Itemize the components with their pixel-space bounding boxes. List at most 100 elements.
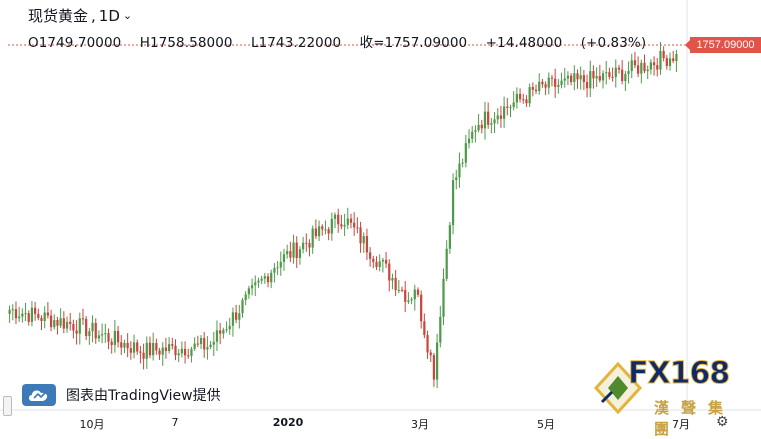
- candle-body: [397, 289, 400, 291]
- candle-body: [643, 62, 646, 72]
- candle-body: [34, 307, 37, 314]
- candle-body: [633, 60, 637, 66]
- candle-body: [270, 272, 273, 283]
- attribution-text[interactable]: 图表由TradingView提供: [66, 388, 221, 404]
- candle-body: [522, 99, 525, 101]
- candle-body: [59, 318, 62, 326]
- candle-body: [145, 342, 148, 359]
- candle-body: [538, 81, 541, 92]
- candle-body: [266, 276, 270, 283]
- candle-body: [353, 222, 356, 228]
- candle-body: [110, 341, 113, 345]
- candle-body: [196, 343, 199, 345]
- candle-body: [420, 294, 423, 322]
- candle-body: [302, 242, 305, 250]
- candle-body: [388, 263, 391, 281]
- candle-body: [544, 84, 547, 88]
- candle-body: [391, 277, 394, 281]
- candle-body: [464, 143, 467, 163]
- candle-body: [49, 315, 53, 328]
- candle-body: [292, 242, 295, 258]
- candle-body: [65, 321, 69, 329]
- candle-body: [155, 343, 158, 351]
- x-tick-label: 2020: [272, 416, 304, 429]
- candle-body: [672, 58, 675, 62]
- candle-body: [400, 289, 404, 291]
- candle-body: [554, 78, 557, 87]
- candle-body: [640, 62, 643, 74]
- candle-body: [630, 60, 633, 72]
- scroll-handle[interactable]: [3, 396, 12, 416]
- candle-body: [222, 329, 225, 334]
- candle-body: [62, 318, 65, 329]
- candle-body: [410, 299, 413, 301]
- candle-body: [46, 312, 49, 316]
- candle-body: [611, 76, 614, 78]
- candle-body: [426, 335, 429, 353]
- candle-body: [8, 309, 11, 314]
- candle-body: [289, 251, 292, 258]
- candle-body: [429, 352, 432, 356]
- candle-body: [346, 218, 349, 225]
- brand-subtitle: 漢聲集團: [654, 399, 736, 438]
- candle-body: [250, 285, 254, 289]
- candle-body: [381, 259, 384, 262]
- diamond-icon: [594, 362, 643, 415]
- candle-body: [298, 249, 302, 258]
- candle-body: [183, 348, 187, 356]
- tradingview-attribution[interactable]: 图表由TradingView提供: [22, 384, 221, 406]
- candle-body: [228, 325, 231, 330]
- candle-body: [238, 313, 241, 320]
- candle-body: [365, 236, 369, 253]
- candle-body: [37, 313, 40, 318]
- chart-title[interactable]: 现货黄金, 1D ⌄: [28, 5, 132, 26]
- candle-body: [557, 84, 560, 87]
- candle-body: [136, 342, 139, 352]
- candle-body: [276, 267, 279, 269]
- candle-body: [314, 228, 317, 237]
- candle-body: [94, 322, 97, 339]
- brand-logo: FX168 漢聲集團: [594, 356, 758, 438]
- chevron-down-icon[interactable]: ⌄: [122, 9, 133, 22]
- x-tick-label: 10月: [79, 418, 105, 431]
- candle-body: [174, 345, 177, 356]
- x-tick-label: 7月: [672, 418, 690, 431]
- candle-body: [53, 320, 56, 328]
- candle-body: [337, 214, 340, 225]
- candle-body: [560, 80, 563, 85]
- candle-body: [75, 330, 78, 334]
- candle-body: [547, 77, 550, 88]
- candle-body: [333, 214, 337, 219]
- candle-body: [349, 218, 353, 223]
- cloud-icon[interactable]: [22, 384, 56, 406]
- candle-body: [624, 73, 627, 81]
- candle-body: [152, 343, 155, 356]
- x-tick-label: 5月: [537, 418, 555, 431]
- candle-body: [617, 67, 621, 70]
- candle-body: [203, 337, 206, 350]
- ohlc-legend: O1749.70000 H1758.58000 L1743.22000 收=17…: [28, 31, 646, 51]
- candle-body: [104, 333, 107, 335]
- candle-body: [139, 351, 142, 353]
- candle-body: [244, 294, 247, 301]
- candle-body: [423, 321, 426, 336]
- candle-body: [490, 123, 493, 125]
- candle-body: [474, 130, 477, 132]
- candle-body: [81, 318, 85, 320]
- candle-body: [362, 236, 365, 244]
- symbol-name[interactable]: 现货黄金: [28, 7, 89, 25]
- candle-body: [199, 337, 203, 344]
- candle-body: [665, 58, 668, 67]
- candle-body: [359, 227, 362, 244]
- candle-body: [662, 51, 665, 59]
- interval-label[interactable]: 1D: [98, 6, 120, 25]
- candle-body: [480, 124, 483, 129]
- candle-body: [656, 65, 659, 70]
- candle-body: [579, 75, 582, 80]
- candle-body: [458, 163, 461, 178]
- gear-icon[interactable]: ⚙: [716, 413, 729, 429]
- candle-body: [541, 81, 544, 85]
- candle-body: [107, 333, 110, 342]
